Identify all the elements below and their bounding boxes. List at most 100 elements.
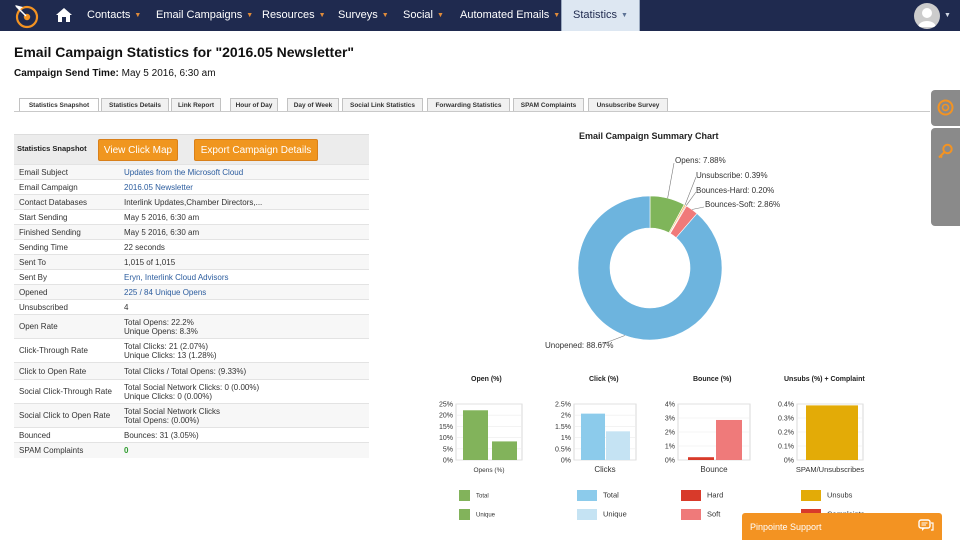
sent-by-link[interactable]: Eryn, Interlink Cloud Advisors (124, 272, 229, 282)
donut-label-opens: Opens: 7.88% (675, 156, 726, 165)
email-campaign-link[interactable]: 2016.05 Newsletter (124, 182, 193, 192)
legend-label: Unsubs (827, 490, 853, 500)
export-campaign-details-button[interactable]: Export Campaign Details (194, 139, 318, 161)
pinpointe-support-widget[interactable]: Pinpointe Support (742, 513, 942, 540)
nav-contacts[interactable]: Contacts ▼ (87, 0, 141, 31)
user-avatar[interactable] (914, 3, 940, 29)
x-category-label: Clicks (594, 465, 615, 474)
legend-swatch (577, 490, 597, 501)
table-row: Sending Time 22 seconds (14, 239, 369, 255)
y-tick-label: 1% (561, 435, 571, 442)
nav-resources[interactable]: Resources ▼ (262, 0, 326, 31)
donut-label-unsubscribe: Unsubscribe: 0.39% (696, 171, 768, 180)
table-row: Opened 225 / 84 Unique Opens (14, 284, 369, 300)
nav-email-campaigns[interactable]: Email Campaigns ▼ (156, 0, 253, 31)
email-subject-link[interactable]: Updates from the Microsoft Cloud (124, 167, 244, 177)
row-label: Opened (14, 284, 119, 300)
support-label: Pinpointe Support (750, 522, 822, 532)
row-label: Open Rate (14, 314, 119, 339)
tab-statistics-details[interactable]: Statistics Details (101, 98, 169, 112)
table-row: Email Subject Updates from the Microsoft … (14, 164, 369, 180)
row-value-line: Total Opens: (0.00%) (124, 415, 200, 425)
donut-label-unopened: Unopened: 88.67% (545, 341, 614, 350)
bar-unsubs[interactable] (806, 405, 858, 460)
chevron-down-icon: ▼ (621, 12, 628, 19)
page-title: Email Campaign Statistics for "2016.05 N… (14, 44, 355, 60)
top-nav: Contacts ▼ Email Campaigns ▼ Resources ▼ Su… (0, 0, 960, 31)
nav-surveys[interactable]: Surveys ▼ (338, 0, 389, 31)
legend-label: Total (603, 490, 619, 500)
tab-unsubscribe-survey[interactable]: Unsubscribe Survey (588, 98, 668, 112)
help-side-tab[interactable] (931, 90, 960, 126)
row-value: 2016.05 Newsletter (119, 179, 369, 195)
table-row: Email Campaign 2016.05 Newsletter (14, 179, 369, 195)
tab-statistics-snapshot[interactable]: Statistics Snapshot (19, 98, 99, 112)
legend-label: Total (476, 493, 489, 500)
row-value: Total Social Network Clicks Total Opens: … (119, 403, 369, 428)
donut-leader-line (667, 162, 675, 199)
search-side-tab[interactable] (931, 128, 960, 226)
y-tick-label: 1.5% (555, 424, 571, 431)
y-tick-label: 2% (561, 413, 571, 420)
pinpointe-logo[interactable] (13, 3, 39, 29)
row-value: Total Clicks / Total Opens: (9.33%) (119, 362, 369, 380)
row-label: Social Click to Open Rate (14, 403, 119, 428)
x-category-label: SPAM/Unsubscribes (796, 465, 864, 474)
tab-hour-of-day[interactable]: Hour of Day (230, 98, 278, 112)
y-tick-label: 2.5% (555, 402, 571, 409)
tab-link-report[interactable]: Link Report (171, 98, 221, 112)
tab-social-link-statistics[interactable]: Social Link Statistics (342, 98, 423, 112)
opened-link[interactable]: 225 / 84 Unique Opens (124, 287, 207, 297)
nav-social[interactable]: Social ▼ (403, 0, 444, 31)
y-tick-label: 3% (665, 416, 675, 423)
row-value-line: Total Social Network Clicks: 0 (0.00%) (124, 382, 260, 392)
legend-open-unique: Unique (459, 509, 495, 520)
legend-bounce-soft: Soft (681, 509, 720, 520)
row-label: Contact Databases (14, 194, 119, 210)
legend-click-total: Total (577, 490, 619, 501)
chevron-down-icon[interactable]: ▼ (944, 12, 951, 19)
row-value-line: Total Opens: 22.2% (124, 317, 194, 327)
snapshot-heading: Statistics Snapshot (17, 144, 87, 153)
y-tick-label: 0.2% (778, 430, 794, 437)
y-tick-label: 0.4% (778, 402, 794, 409)
row-label: Click-Through Rate (14, 338, 119, 363)
key-icon (938, 143, 953, 159)
nav-email-campaigns-label: Email Campaigns (156, 9, 243, 21)
bar-unique[interactable] (492, 441, 517, 460)
row-label: Click to Open Rate (14, 362, 119, 380)
view-click-map-button[interactable]: View Click Map (98, 139, 178, 161)
tab-forwarding-statistics[interactable]: Forwarding Statistics (427, 98, 510, 112)
click-chart-title: Click (%) (589, 376, 619, 383)
y-tick-label: 0% (561, 458, 571, 465)
table-row: SPAM Complaints 0 (14, 442, 369, 458)
row-label: Email Campaign (14, 179, 119, 195)
y-tick-label: 0.5% (555, 446, 571, 453)
row-value: Total Opens: 22.2% Unique Opens: 8.3% (119, 314, 369, 339)
bar-total[interactable] (581, 413, 605, 460)
bar-unique[interactable] (606, 431, 630, 460)
unsubs-bar-chart: 0.4% 0.3% 0.2% 0.1% 0%SPAM/Unsubscribes (778, 402, 864, 475)
legend-swatch (681, 509, 701, 520)
bar-total[interactable] (463, 410, 488, 460)
bar-hard[interactable] (688, 457, 714, 460)
legend-swatch (459, 490, 470, 501)
bar-soft[interactable] (716, 419, 742, 460)
table-row: Finished Sending May 5 2016, 6:30 am (14, 224, 369, 240)
row-label: SPAM Complaints (14, 442, 119, 458)
row-value-line: Unique Opens: 8.3% (124, 326, 198, 336)
tab-day-of-week[interactable]: Day of Week (287, 98, 339, 112)
chevron-down-icon: ▼ (381, 12, 389, 19)
nav-automated-emails[interactable]: Automated Emails ▼ (460, 0, 560, 31)
tab-spam-complaints[interactable]: SPAM Complaints (513, 98, 584, 112)
click-bar-chart: 2.5% 2% 1.5% 1% 0.5% 0% Clicks (555, 402, 637, 474)
nav-statistics[interactable]: Statistics ▼ (561, 0, 640, 31)
donut-leader-line (599, 335, 626, 346)
row-value: May 5 2016, 6:30 am (119, 224, 369, 240)
y-tick-label: 1% (665, 444, 675, 451)
home-icon[interactable] (55, 6, 73, 24)
row-value: Eryn, Interlink Cloud Advisors (119, 269, 369, 285)
donut-slice-unopened[interactable] (577, 195, 723, 341)
lifebuoy-icon (937, 99, 954, 116)
legend-label: Unique (476, 512, 496, 519)
